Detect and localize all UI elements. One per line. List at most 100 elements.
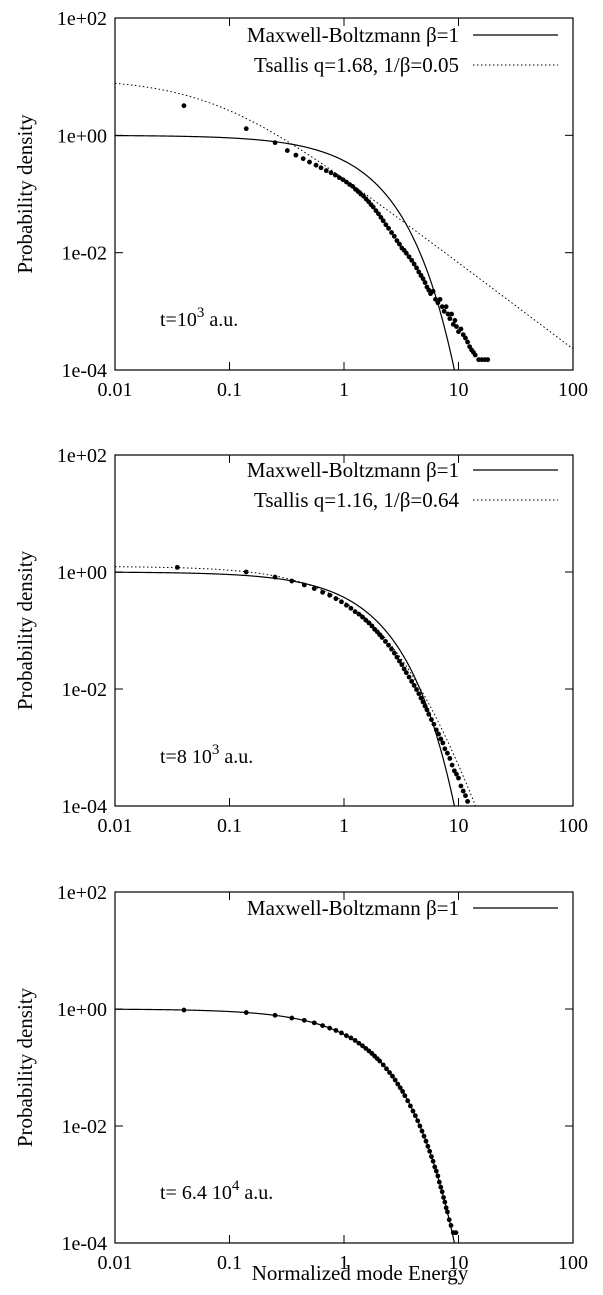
y-tick-label: 1e-02	[61, 679, 107, 701]
data-point	[453, 1230, 459, 1236]
data-point	[452, 318, 458, 323]
y-tick-label: 1e+00	[57, 999, 107, 1021]
data-point	[327, 592, 333, 598]
data-point	[356, 611, 362, 617]
data-point	[415, 1118, 421, 1124]
y-tick-label: 1e-04	[61, 360, 107, 382]
data-point	[311, 1020, 317, 1026]
data-point	[363, 617, 369, 623]
data-point	[435, 300, 441, 306]
data-point	[333, 596, 339, 602]
x-tick-label: 0.1	[217, 815, 242, 837]
data-point	[243, 569, 249, 575]
data-point	[397, 1085, 403, 1091]
data-point	[447, 756, 453, 761]
x-tick-label: 1	[339, 815, 349, 837]
series-line-tsallis	[115, 82, 573, 350]
x-tick-label: 0.1	[217, 379, 242, 401]
data-point	[391, 233, 397, 239]
data-point	[420, 699, 426, 705]
data-point	[441, 1195, 446, 1200]
data-point	[243, 1010, 249, 1015]
legend-label: Tsallis q=1.16, 1/β=0.64	[254, 488, 459, 512]
data-point	[422, 280, 428, 285]
data-point	[414, 265, 419, 271]
data-point	[426, 711, 432, 717]
data-point	[327, 1025, 333, 1031]
data-point	[414, 687, 419, 692]
data-point	[387, 1070, 392, 1075]
data-point	[369, 623, 375, 629]
data-point	[391, 650, 397, 656]
plot-area	[115, 1007, 459, 1243]
data-point	[416, 269, 422, 275]
data-point	[438, 736, 444, 742]
data-point	[410, 1108, 416, 1114]
y-tick-label: 1e-02	[61, 1116, 107, 1138]
series-line-maxwell-boltzmann	[115, 134, 455, 370]
chart-panel-3: 0.01 0.1 1 10 100 1e-04 1e-02 1e+00 1e+02 Probabi…	[13, 882, 588, 1274]
data-point	[411, 261, 417, 267]
data-point	[421, 1133, 427, 1139]
data-point	[380, 218, 386, 224]
data-point	[411, 683, 417, 688]
data-point	[394, 654, 400, 660]
data-point	[485, 357, 491, 363]
data-point	[332, 172, 338, 178]
data-point	[443, 304, 449, 310]
data-point	[356, 1040, 362, 1046]
y-axis-label: Probability density	[13, 550, 37, 710]
y-tick-label: 1e-02	[61, 243, 107, 265]
data-point	[430, 288, 436, 294]
data-point	[348, 605, 354, 611]
data-point	[320, 1023, 325, 1029]
data-point	[352, 609, 358, 615]
data-point	[406, 674, 412, 680]
data-point	[412, 1113, 418, 1119]
data-point	[419, 1128, 425, 1134]
data-point	[395, 1081, 401, 1087]
data-point	[384, 1066, 389, 1072]
data-point	[445, 311, 451, 317]
data-point	[431, 721, 437, 727]
y-axis-label: Probability density	[13, 114, 37, 274]
time-annotation: t=8 103 a.u.	[160, 742, 253, 768]
x-tick-label: 100	[558, 379, 588, 401]
y-tick-label: 1e-04	[61, 1233, 107, 1255]
data-point	[405, 1098, 411, 1104]
data-point	[340, 177, 346, 183]
data-point	[403, 250, 409, 256]
data-point	[293, 152, 299, 158]
data-point	[407, 1103, 413, 1109]
data-point	[442, 746, 448, 752]
chart-panel-2: 0.01 0.1 1 10 100 1e-04 1e-02 1e+00 1e+02 Probabi…	[13, 445, 588, 837]
data-point	[456, 775, 461, 781]
data-point	[313, 162, 319, 168]
data-point	[463, 335, 468, 341]
x-tick-label: 0.1	[217, 1252, 242, 1274]
data-point	[441, 308, 447, 314]
legend-label: Maxwell-Boltzmann β=1	[247, 896, 459, 920]
data-point	[433, 727, 439, 733]
legend-label: Maxwell-Boltzmann β=1	[247, 458, 459, 482]
series-line-tsallis	[115, 566, 477, 806]
y-tick-label: 1e+00	[57, 562, 107, 584]
data-point	[433, 1168, 439, 1174]
y-tick-label: 1e+00	[57, 125, 107, 147]
data-point	[449, 311, 454, 317]
data-point	[424, 707, 430, 713]
data-point	[328, 170, 334, 176]
data-point	[435, 1173, 441, 1179]
data-point	[438, 1184, 444, 1190]
time-annotation: t= 6.4 104 a.u.	[160, 1178, 273, 1204]
data-point	[311, 586, 317, 592]
x-tick-label: 10	[449, 1252, 469, 1274]
data-point	[289, 578, 295, 584]
data-point	[427, 1148, 433, 1154]
data-point	[472, 352, 478, 358]
data-point	[439, 304, 445, 310]
data-point	[436, 731, 441, 737]
x-axis-label: Normalized mode Energy	[252, 1261, 469, 1285]
data-point	[272, 574, 278, 580]
